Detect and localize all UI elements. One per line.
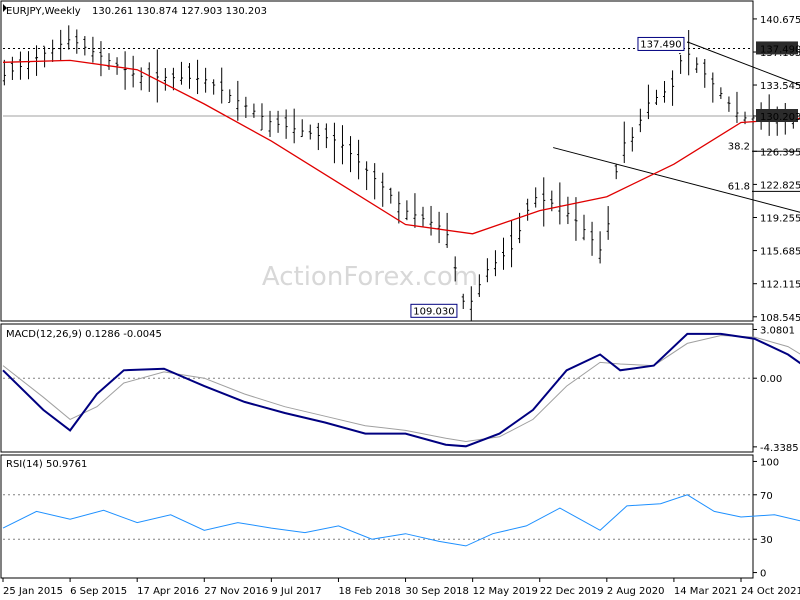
point-label-box: [637, 36, 685, 51]
price-panel-frame: [0, 0, 754, 322]
fib-level-label: 61.8: [728, 181, 750, 192]
price-y-tick-label: 108.545: [760, 313, 800, 324]
chart-header-ohlc: 130.261 130.874 127.903 130.203: [92, 6, 267, 17]
x-tick-label: 24 Oct 2021: [741, 586, 800, 597]
x-tick-label: 2 Aug 2020: [607, 586, 665, 597]
rsi-y-tick-label: 30: [760, 535, 773, 546]
price-y-tick-label: 122.825: [760, 180, 800, 191]
point-label-box: [410, 303, 458, 318]
moving-average-line: [2, 59, 800, 235]
collapse-arrow-icon[interactable]: [3, 4, 7, 12]
macd-title: MACD(12,26,9) 0.1286 -0.0045: [6, 329, 162, 340]
macd-panel-frame: [0, 323, 754, 453]
rsi-y-tick-label: 100: [760, 457, 779, 468]
x-tick-label: 18 Feb 2018: [338, 586, 400, 597]
price-y-axis: 140.675137.105133.545130.203126.395122.8…: [753, 15, 800, 324]
price-y-tick-label: 126.395: [760, 147, 800, 158]
rsi-y-tick-label: 0: [760, 569, 766, 580]
last-price-tag: [756, 109, 798, 123]
macd-y-axis: 3.0801 0.00 -4.3385: [753, 325, 799, 454]
rsi-title: RSI(14) 50.9761: [6, 459, 87, 470]
rsi-y-tick-label: 70: [760, 491, 773, 502]
x-tick-label: 9 Jul 2017: [271, 586, 321, 597]
price-grid: [3, 47, 752, 117]
x-tick-label: 17 Apr 2016: [137, 586, 199, 597]
moving-average: [2, 59, 800, 235]
x-tick-label: 6 Sep 2015: [70, 586, 127, 597]
rsi-y-axis: 100 70 30 0: [753, 457, 779, 580]
price-y-tick-label: 112.115: [760, 280, 800, 291]
price-y-tick-label: 133.545: [760, 81, 800, 92]
x-tick-label: 14 Mar 2021: [674, 586, 737, 597]
price-y-tick-label: 119.255: [760, 214, 800, 225]
x-tick-label: 30 Sep 2018: [406, 586, 469, 597]
resistance-tag: [756, 41, 798, 55]
rsi-lines: [2, 494, 800, 547]
time-x-axis: 25 Jan 2015 6 Sep 2015 17 Apr 2016 27 Nov 2…: [2, 578, 800, 597]
chart-header-symbol: EURJPY,Weekly: [6, 6, 81, 17]
fib-level-label: 38.2: [728, 141, 750, 152]
x-tick-label: 27 Nov 2016: [204, 586, 268, 597]
macd-line: [2, 332, 800, 448]
x-tick-label: 25 Jan 2015: [3, 586, 63, 597]
resistance-tag-label: 137.490: [760, 44, 800, 55]
price-y-tick-label: 115.685: [760, 247, 800, 258]
macd-y-tick-label: 3.0801: [760, 325, 795, 336]
macd-y-tick-label: -4.3385: [760, 443, 799, 454]
macd-signal-line: [2, 334, 800, 443]
price-bars: [2, 25, 800, 321]
channel-upper-line: [687, 41, 800, 86]
last-price-tag-label: 130.203: [760, 112, 800, 123]
channel-lower-line: [553, 147, 800, 213]
point-label: 137.490: [640, 39, 681, 50]
macd-lines: [2, 332, 800, 448]
point-label: 109.030: [413, 306, 454, 317]
x-tick-label: 22 Dec 2019: [540, 586, 604, 597]
price-annotations: 38.2 61.8: [553, 41, 800, 213]
x-tick-label: 12 May 2019: [473, 586, 538, 597]
price-y-tick-label: 140.675: [760, 15, 800, 26]
watermark: ActionForex.com: [262, 262, 478, 292]
rsi-line: [2, 494, 800, 547]
macd-y-tick-label: 0.00: [760, 374, 782, 385]
